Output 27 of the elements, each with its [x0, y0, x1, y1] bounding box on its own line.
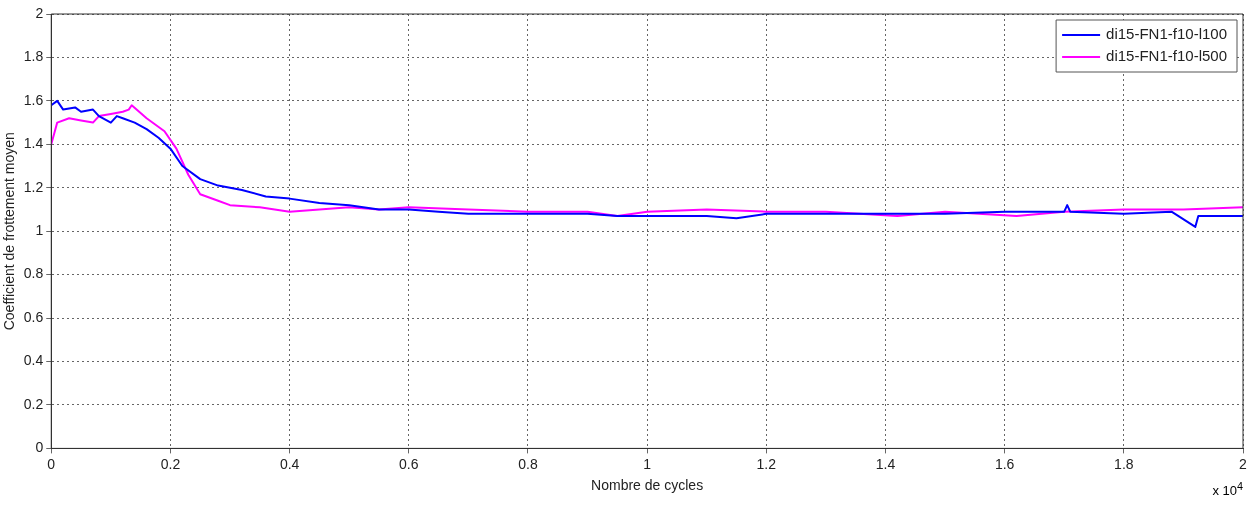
x-tick-label: 0 — [47, 455, 56, 472]
x-tick-label: 0.2 — [160, 455, 181, 472]
text: x 10$^{4}$ — [1212, 480, 1243, 499]
x-tick-label: 2 — [1239, 455, 1248, 472]
legend-label: di15-FN1-f10-l100 — [1106, 25, 1228, 43]
y-tick-label: 1 — [35, 222, 44, 239]
y-axis-title: Coefficient de frottement moyen — [1, 132, 18, 331]
x-tick-label: 1.8 — [1114, 455, 1134, 472]
y-tick-label: 0 — [35, 439, 44, 456]
y-tick-label: 0.4 — [23, 352, 44, 369]
y-tick-label: 1.4 — [23, 135, 44, 152]
legend-label: di15-FN1-f10-l500 — [1106, 47, 1228, 65]
x-tick-label: 0.6 — [399, 455, 419, 472]
x-tick-label: 1.4 — [875, 455, 896, 472]
y-tick-label: 0.2 — [23, 395, 44, 412]
y-tick-label: 0.8 — [23, 265, 44, 282]
x-tick-label: 0.8 — [518, 455, 538, 472]
x-tick-label: 1 — [643, 455, 652, 472]
x-tick-label: 0.4 — [279, 455, 300, 472]
x-axis-title: Nombre de cycles — [591, 477, 704, 494]
y-tick-label: 1.8 — [23, 48, 44, 65]
y-tick-label: 1.2 — [23, 178, 44, 195]
x-tick-label: 1.6 — [994, 455, 1015, 472]
y-tick-label: 1.6 — [23, 91, 44, 108]
y-tick-label: 2 — [35, 4, 44, 21]
y-tick-label: 0.6 — [23, 308, 44, 325]
x-tick-label: 1.2 — [756, 455, 777, 472]
